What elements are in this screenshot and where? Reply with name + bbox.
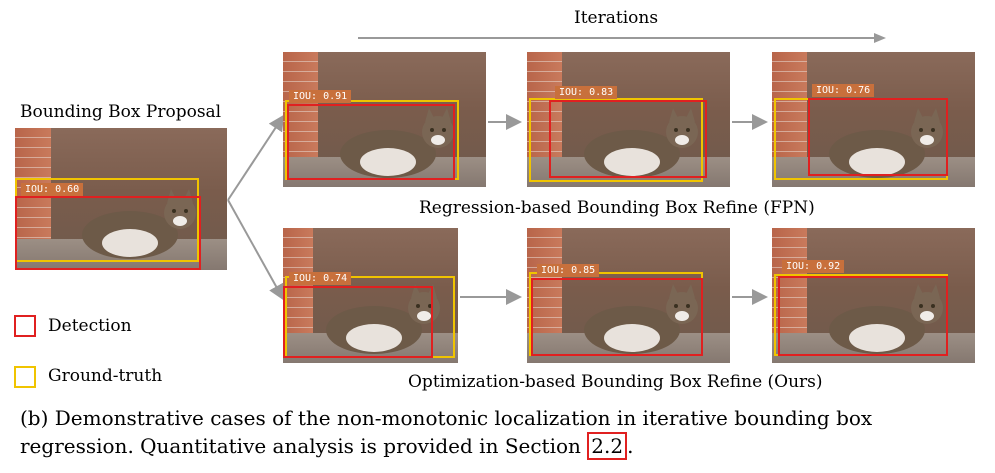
cat-image [82,189,196,259]
detection-box [549,100,707,178]
iou-label: IOU: 0.85 [537,264,600,277]
cat-image [584,108,698,178]
cat-image [340,108,454,178]
proposal-image: IOU: 0.60 [15,128,227,270]
ours-step-3-image: IOU: 0.92 [772,228,975,363]
proposal-title: Bounding Box Proposal [20,102,222,122]
ours-row-label: Optimization-based Bounding Box Refine (… [408,372,823,392]
cat-image [829,284,943,354]
section-reference-link[interactable]: 2.2 [587,432,628,460]
detection-box [283,286,433,358]
detection-box [808,98,948,176]
fpn-step-1-image: IOU: 0.91 [283,52,486,187]
fpn-step-2-image: IOU: 0.83 [527,52,730,187]
ours-step-2-image: IOU: 0.85 [527,228,730,363]
detection-box [15,196,201,270]
ground-truth-legend-swatch [14,366,36,388]
detection-box [778,276,948,356]
caption-line-1: (b) Demonstrative cases of the non-monot… [20,406,873,430]
iou-label: IOU: 0.91 [289,90,352,103]
iou-label: IOU: 0.76 [812,84,875,97]
cat-image [829,108,943,178]
cat-image [584,284,698,354]
detection-box [531,278,703,356]
iterations-arrow [358,33,886,43]
caption-line-2-end: . [627,434,634,458]
ground-truth-box [529,98,703,182]
caption-line-2-text: regression. Quantitative analysis is pro… [20,434,588,458]
iou-label: IOU: 0.60 [21,183,84,196]
detection-legend-label: Detection [48,316,132,336]
detection-box [287,104,455,180]
fpn-row-label: Regression-based Bounding Box Refine (FP… [419,198,815,218]
caption-line-2: regression. Quantitative analysis is pro… [20,432,985,460]
iou-label: IOU: 0.83 [555,86,618,99]
detection-legend-swatch [14,315,36,337]
fpn-step-3-image: IOU: 0.76 [772,52,975,187]
iterations-label: Iterations [574,8,659,28]
cat-image [326,284,440,354]
ground-truth-legend-label: Ground-truth [48,366,163,386]
iou-label: IOU: 0.92 [782,260,845,273]
iou-label: IOU: 0.74 [289,272,352,285]
figure-caption: (b) Demonstrative cases of the non-monot… [20,404,985,460]
ours-step-1-image: IOU: 0.74 [283,228,458,363]
